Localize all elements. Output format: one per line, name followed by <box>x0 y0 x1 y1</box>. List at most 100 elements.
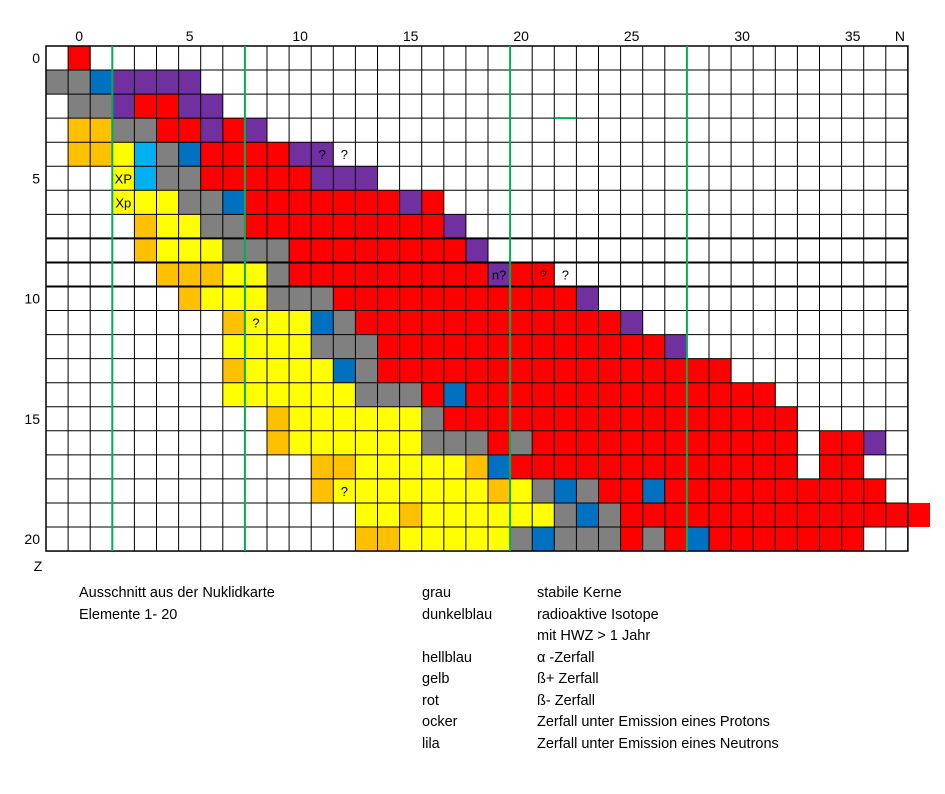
y-tick-label: 15 <box>24 411 40 427</box>
nuclide-cell <box>642 334 665 359</box>
x-tick-label: 5 <box>186 28 194 44</box>
nuclide-cell <box>620 430 643 455</box>
nuclide-cell <box>443 430 466 455</box>
nuclide-cell <box>554 286 577 311</box>
nuclide-cell <box>775 454 798 479</box>
nuclide-cell <box>244 214 267 239</box>
nuclide-cell <box>664 478 687 503</box>
x-tick-label: 0 <box>75 28 83 44</box>
nuclide-cell <box>598 358 621 383</box>
nuclide-cell <box>355 262 378 287</box>
nuclide-cell <box>355 478 378 503</box>
nuclide-cell <box>222 214 245 239</box>
nuclide-cell <box>355 527 378 552</box>
nuclide-cell <box>421 478 444 503</box>
nuclide-cell <box>465 430 488 455</box>
nuclide-cell <box>443 478 466 503</box>
nuclide-cell <box>443 502 466 527</box>
y-tick-label: 20 <box>24 531 40 547</box>
nuclide-cell <box>753 502 776 527</box>
nuclide-cell <box>355 502 378 527</box>
nuclide-cell <box>289 406 312 431</box>
nuclide-cell <box>731 454 754 479</box>
nuclide-cell <box>664 527 687 552</box>
nuclide-cell <box>267 382 290 407</box>
nuclide-cell <box>488 334 511 359</box>
nuclide-cell <box>532 527 555 552</box>
nuclide-cell <box>200 214 223 239</box>
legend-descriptions: stabile Kerne radioaktive Isotope mit HW… <box>537 583 779 755</box>
nuclide-cell <box>267 358 290 383</box>
nuclide-cell <box>686 478 709 503</box>
nuclide-cell <box>178 94 201 119</box>
nuclide-cell <box>863 430 886 455</box>
nuclide-cell <box>532 502 555 527</box>
nuclide-cell <box>620 310 643 335</box>
nuclide-cell <box>421 454 444 479</box>
nuclide-cell <box>532 310 555 335</box>
nuclide-cell <box>421 214 444 239</box>
annotations-layer: XP Xp? ?? n???? <box>115 147 569 499</box>
nuclide-cell <box>355 166 378 191</box>
nuclide-cell <box>399 334 422 359</box>
cell-annotation: ? <box>562 267 569 282</box>
nuclide-cell <box>200 286 223 311</box>
nuclide-cell <box>333 358 356 383</box>
nuclide-cell <box>134 142 157 167</box>
nuclide-cell <box>510 262 533 287</box>
nuclide-cell <box>244 334 267 359</box>
legend-name <box>422 626 492 648</box>
nuclide-cell <box>465 502 488 527</box>
nuclide-cell <box>333 406 356 431</box>
nuclide-cell <box>134 166 157 191</box>
nuclide-cell <box>200 166 223 191</box>
nuclide-cell <box>532 358 555 383</box>
nuclide-cell <box>311 334 334 359</box>
nuclide-cell <box>642 454 665 479</box>
nuclide-cell <box>68 94 91 119</box>
nuclide-cell <box>642 527 665 552</box>
nuclide-cell <box>134 94 157 119</box>
legend-name: ocker <box>422 714 458 730</box>
nuclide-cell <box>488 382 511 407</box>
nuclide-cell <box>532 430 555 455</box>
nuclide-cell <box>68 70 91 95</box>
nuclide-cell <box>753 382 776 407</box>
nuclide-cell <box>731 382 754 407</box>
nuclide-cell <box>907 502 930 527</box>
chart-subtitle: Elemente 1- 20 <box>79 606 178 623</box>
nuclide-cell <box>90 94 113 119</box>
nuclide-cell <box>775 406 798 431</box>
nuclide-cell <box>465 310 488 335</box>
nuclide-cell <box>289 262 312 287</box>
nuclide-cell <box>267 190 290 215</box>
nuclide-cell <box>421 358 444 383</box>
nuclide-cell <box>178 70 201 95</box>
nuclide-cell <box>709 502 732 527</box>
legend-description: Zerfall unter Emission eines Protons <box>537 714 770 730</box>
nuclide-cell <box>244 310 267 335</box>
nuclide-cell <box>399 454 422 479</box>
nuclide-cell <box>598 478 621 503</box>
nuclide-cell <box>200 142 223 167</box>
cell-annotation: ? <box>341 484 348 499</box>
nuclide-cell <box>686 527 709 552</box>
nuclide-cell <box>311 478 334 503</box>
nuclide-cell <box>134 238 157 263</box>
cell-annotation: XP <box>115 171 132 186</box>
nuclide-cell <box>377 310 400 335</box>
nuclide-cell <box>244 238 267 263</box>
nuclide-cell <box>178 166 201 191</box>
nuclide-cell <box>222 382 245 407</box>
nuclide-cell <box>554 430 577 455</box>
nuclide-cell <box>399 406 422 431</box>
nuclide-cell <box>510 454 533 479</box>
nuclide-cell <box>333 190 356 215</box>
nuclide-cell <box>775 430 798 455</box>
nuclide-cell <box>311 166 334 191</box>
grid-layer <box>45 45 909 552</box>
nuclide-cell <box>863 478 886 503</box>
nuclide-cell <box>333 310 356 335</box>
nuclide-cell <box>399 310 422 335</box>
nuclide-cell <box>289 286 312 311</box>
